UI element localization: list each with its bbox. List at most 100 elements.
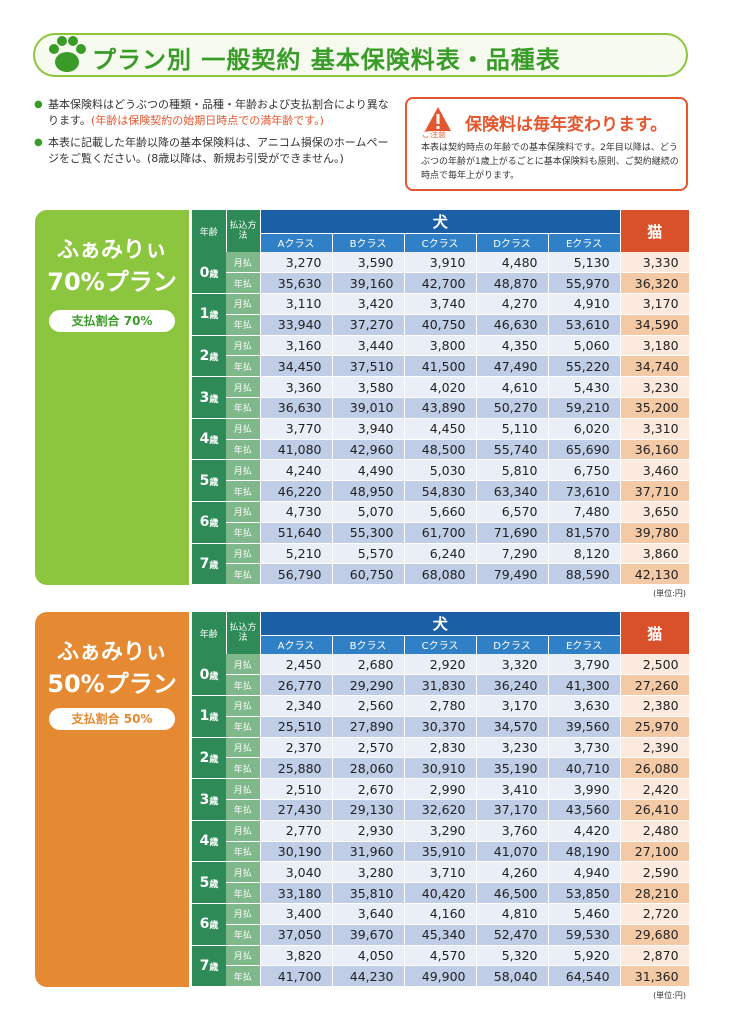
premium-cell: 65,690: [548, 439, 621, 461]
pay-method-cell: 月払: [226, 543, 261, 565]
premium-cell: 3,630: [548, 695, 621, 717]
premium-cell: 73,610: [548, 480, 621, 503]
age-cell: 3歳: [192, 778, 226, 821]
premium-cell: 81,570: [548, 522, 621, 544]
table-row: 3歳 月払 3,360 3,580 4,020 4,610 5,430 3,230: [192, 376, 690, 419]
premium-cell: 32,620: [404, 799, 477, 821]
age-value: 6: [199, 514, 210, 531]
age-suffix: 歳: [209, 713, 219, 724]
premium-cell: 5,570: [332, 543, 405, 565]
age-suffix: 歳: [209, 671, 219, 682]
premium-cell: 4,020: [404, 376, 477, 399]
age-value: 7: [199, 555, 210, 572]
premium-cell: 63,340: [476, 480, 549, 503]
premium-cell: 30,190: [260, 841, 333, 863]
age-value: 2: [199, 347, 210, 364]
premium-cell: 4,810: [476, 903, 549, 925]
age-suffix: 歳: [209, 269, 219, 280]
pay-method-cell: 月払: [226, 820, 261, 842]
age-suffix: 歳: [209, 838, 219, 849]
pay-method-cell: 月払: [226, 335, 261, 357]
pay-method-cell: 年払: [226, 563, 261, 586]
plan-50-name-line2: 50%プラン: [47, 670, 177, 698]
premium-cell: 2,560: [332, 695, 405, 717]
premium-cell: 41,080: [260, 439, 333, 461]
premium-cell: 3,770: [260, 418, 333, 440]
premium-cell: 3,230: [476, 737, 549, 759]
premium-cell: 2,510: [260, 778, 333, 801]
age-header: 年齢: [192, 210, 227, 252]
age-cell: 7歳: [192, 945, 226, 988]
premium-cell: 4,160: [404, 903, 477, 925]
table-row: 5歳 月払 4,240 4,490 5,030 5,810 6,750 3,460: [192, 459, 690, 503]
premium-cell: 2,870: [620, 945, 690, 967]
bullet-icon: ●: [34, 99, 43, 110]
table-row: 2歳 月払 2,370 2,570 2,830 3,230 3,730 2,390: [192, 737, 690, 780]
premium-cell: 52,470: [476, 924, 549, 946]
note-1: ● 基本保険料はどうぶつの種類・品種・年齢および支払割合により異なります。(年齢…: [34, 97, 394, 129]
pay-method-cell: 月払: [226, 418, 261, 440]
pay-method-cell: 年払: [226, 924, 261, 946]
premium-cell: 5,070: [332, 501, 405, 523]
premium-cell: 3,860: [620, 543, 690, 565]
pay-method-cell: 月払: [226, 376, 261, 399]
pay-method-cell: 年払: [226, 965, 261, 988]
premium-cell: 54,830: [404, 480, 477, 503]
pay-method-cell: 年払: [226, 757, 261, 780]
table-row: 6歳 月払 4,730 5,070 5,660 6,570 7,480 3,650: [192, 501, 690, 544]
premium-cell: 3,650: [620, 501, 690, 523]
premium-cell: 35,910: [404, 841, 477, 863]
premium-cell: 3,990: [548, 778, 621, 801]
premium-cell: 36,320: [620, 272, 690, 295]
premium-cell: 34,590: [620, 314, 690, 336]
premium-cell: 25,970: [620, 716, 690, 738]
premium-cell: 35,630: [260, 272, 333, 295]
plan-70-panel: ふぁみりぃ 70%プラン 支払割合 70%: [35, 210, 189, 585]
age-cell: 0歳: [192, 654, 226, 697]
age-value: 1: [199, 708, 210, 725]
premium-cell: 4,420: [548, 820, 621, 842]
premium-cell: 48,950: [332, 480, 405, 503]
premium-cell: 36,240: [476, 674, 549, 697]
premium-cell: 3,110: [260, 293, 333, 315]
premium-cell: 4,480: [476, 252, 549, 274]
premium-cell: 71,690: [476, 522, 549, 544]
plan-70-unit: (単位:円): [653, 589, 686, 598]
premium-cell: 42,960: [332, 439, 405, 461]
premium-cell: 6,570: [476, 501, 549, 523]
pay-method-cell: 月払: [226, 654, 261, 676]
premium-cell: 3,790: [548, 654, 621, 676]
premium-cell: 29,680: [620, 924, 690, 946]
pay-method-cell: 月払: [226, 459, 261, 482]
paw-icon: [49, 36, 86, 72]
table-row: 年払 35,630 39,160 42,700 48,870 55,970 36,320: [192, 272, 690, 295]
premium-cell: 33,180: [260, 882, 333, 905]
premium-cell: 2,380: [620, 695, 690, 717]
premium-cell: 55,300: [332, 522, 405, 544]
age-cell: 6歳: [192, 501, 226, 544]
premium-cell: 48,500: [404, 439, 477, 461]
premium-cell: 4,730: [260, 501, 333, 523]
plan-70-badge: 支払割合 70%: [49, 310, 175, 332]
note-2: ● 本表に記載した年齢以降の基本保険料は、アニコム損保のホームページをご覧くださ…: [34, 135, 394, 167]
premium-cell: 55,740: [476, 439, 549, 461]
premium-cell: 2,720: [620, 903, 690, 925]
table-row: 年払 41,700 44,230 49,900 58,040 64,540 31,360: [192, 965, 690, 988]
title-bar: [33, 33, 688, 77]
age-value: 4: [199, 431, 210, 448]
age-cell: 6歳: [192, 903, 226, 946]
premium-cell: 45,340: [404, 924, 477, 946]
premium-cell: 3,360: [260, 376, 333, 399]
premium-cell: 3,580: [332, 376, 405, 399]
pay-method-cell: 月払: [226, 501, 261, 523]
premium-cell: 2,480: [620, 820, 690, 842]
pay-method-cell: 年払: [226, 480, 261, 503]
plan-50-name: ふぁみりぃ 50%プラン: [35, 638, 189, 700]
class-header: Aクラス: [260, 233, 333, 252]
premium-cell: 46,220: [260, 480, 333, 503]
premium-cell: 5,210: [260, 543, 333, 565]
premium-cell: 3,440: [332, 335, 405, 357]
premium-cell: 59,530: [548, 924, 621, 946]
plan-70-name-line1: ふぁみりぃ: [56, 238, 167, 263]
table-row: 年払 36,630 39,010 43,890 50,270 59,210 35,200: [192, 397, 690, 419]
